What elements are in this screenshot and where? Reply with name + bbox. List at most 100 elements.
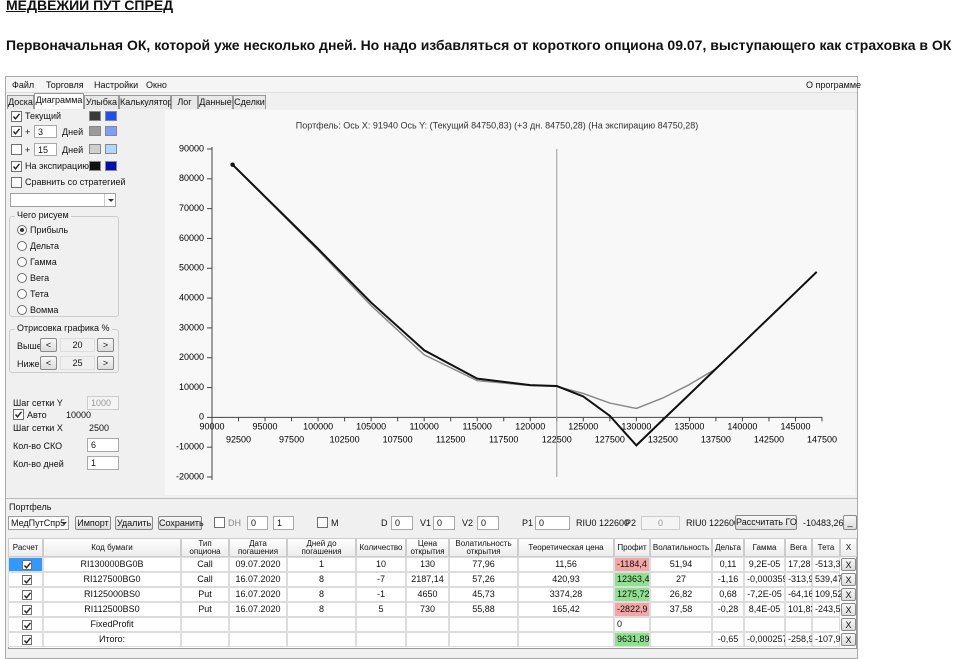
tab[interactable]: Лог [171,95,198,109]
column-header[interactable]: Тета [812,538,840,557]
text-input[interactable]: 1 [87,456,119,470]
label: Дней [62,145,84,155]
radio[interactable] [17,225,27,235]
delete-button[interactable]: X [841,558,856,571]
color-swatch[interactable] [89,126,101,136]
tab[interactable]: Диаграмма [34,93,84,109]
radio[interactable] [17,305,27,315]
table-cell: 16.07.2020 [229,602,287,617]
delete-button[interactable]: X [841,573,856,586]
checkbox[interactable] [214,517,225,528]
spin-input[interactable]: 15 [34,143,57,156]
table-cell [406,632,449,647]
delete-button[interactable]: X [841,618,856,631]
spin-input[interactable]: 0 [247,516,268,530]
delete-button[interactable]: X [841,603,856,616]
column-header[interactable]: Профит [614,538,650,557]
menu-item[interactable]: О программе [806,80,862,90]
button[interactable]: _ [843,515,857,530]
table-cell: -0,000359 [744,572,788,587]
color-swatch[interactable] [105,126,117,136]
radio[interactable] [17,273,27,283]
checkbox[interactable] [22,620,32,630]
y-tick-label: 90000 [179,143,204,153]
radio[interactable] [17,257,27,267]
color-swatch[interactable] [89,111,101,121]
column-header[interactable]: Дней до погашения [287,538,356,557]
tab[interactable]: Сделки [233,95,266,109]
x-tick-label: 125000 [568,422,598,432]
menu-item[interactable]: Файл [12,80,35,90]
label: 10000 [66,410,92,420]
text-input[interactable]: 0 [535,516,570,530]
spin-input[interactable]: 1 [273,516,294,530]
button[interactable]: > [97,338,114,352]
checkbox[interactable] [13,409,24,420]
button[interactable]: Удалить [115,516,153,530]
dropdown[interactable] [10,193,116,207]
column-header[interactable]: Волатильность [650,538,712,557]
table-cell: 539,47 [812,572,843,587]
column-header[interactable]: Волатильность открытия [449,538,518,557]
button[interactable]: Рассчитать ГО [735,515,797,530]
button[interactable]: > [97,356,114,370]
checkbox[interactable] [11,111,22,122]
delete-button[interactable]: X [841,633,856,646]
color-swatch[interactable] [105,111,117,121]
text-input[interactable]: 0 [477,516,499,530]
column-header[interactable]: Тип опциона [181,538,229,557]
button[interactable]: Импорт [75,516,111,530]
column-header[interactable]: Дата погашения [229,538,287,557]
spin-input[interactable]: 20 [60,338,95,352]
color-swatch[interactable] [105,144,117,154]
checkbox[interactable] [11,161,22,172]
checkbox[interactable] [22,605,32,615]
radio-label: Тета [30,289,49,299]
menu-item[interactable]: Настройки [94,80,139,90]
checkbox[interactable] [11,126,22,137]
checkbox[interactable] [22,560,32,570]
text-input[interactable]: 0 [641,516,680,530]
delete-button[interactable]: X [841,588,856,601]
radio-label: Вега [30,273,50,283]
text-input[interactable]: 0 [433,516,455,530]
column-header[interactable]: X [840,538,857,557]
menu-item[interactable]: Торговля [46,80,84,90]
menu-item[interactable]: Окно [146,80,167,90]
button[interactable]: < [40,356,57,370]
color-swatch[interactable] [105,161,117,171]
table-cell [229,632,287,647]
column-header[interactable]: Количество [356,538,406,557]
column-header[interactable]: Теоретическая цена [518,538,614,557]
button[interactable]: < [40,338,57,352]
column-header[interactable]: Расчет [8,538,43,557]
tab[interactable]: Калькулятор [119,95,173,109]
tab[interactable]: Доска [7,95,34,109]
tab[interactable]: Данные [198,95,233,109]
radio[interactable] [17,241,27,251]
column-header[interactable]: Цена открытия [406,538,449,557]
text-input[interactable]: 1000 [87,396,119,410]
color-swatch[interactable] [89,161,101,171]
spin-input[interactable]: 25 [60,356,95,370]
y-tick-label: 70000 [179,203,204,213]
checkbox[interactable] [22,590,32,600]
checkbox[interactable] [11,144,22,155]
text-input[interactable]: 6 [87,438,119,452]
text-input[interactable]: 0 [391,516,413,530]
column-header[interactable]: Код бумаги [43,538,181,557]
tab[interactable]: Улыбка [84,95,119,109]
color-swatch[interactable] [89,144,101,154]
y-tick-label: -20000 [176,471,204,481]
checkbox[interactable] [22,635,32,645]
column-header[interactable]: Дельта [712,538,744,557]
column-header[interactable]: Вега [785,538,812,557]
radio[interactable] [17,289,27,299]
checkbox[interactable] [317,517,328,528]
checkbox[interactable] [11,177,22,188]
spin-input[interactable]: 3 [34,125,57,138]
checkbox[interactable] [22,575,32,585]
column-header[interactable]: Гамма [744,538,785,557]
dropdown[interactable]: МедПутСпр5 [8,516,69,530]
button[interactable]: Сохранить [158,516,204,530]
